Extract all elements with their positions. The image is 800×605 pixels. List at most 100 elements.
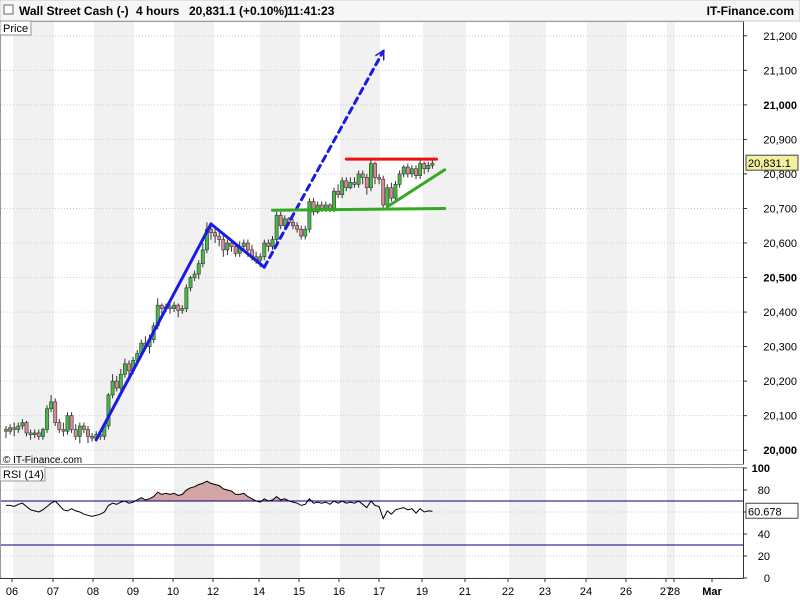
candle-up: [40, 429, 45, 437]
price-tick-label: 20,600: [763, 238, 797, 250]
candle-up: [200, 249, 205, 265]
rsi-panel-label: RSI (14): [3, 469, 44, 481]
price-tick-label: 20,500: [763, 273, 797, 285]
candle-down: [344, 180, 349, 189]
candle-up: [225, 242, 230, 251]
candle-down: [209, 228, 213, 233]
time-tick-label: 12: [207, 586, 219, 598]
candle-down: [82, 425, 86, 430]
candle-down: [53, 401, 58, 423]
blue-trendline: [209, 222, 266, 269]
quote-time: 11:41:23: [287, 4, 335, 18]
price-tick-label: 20,900: [763, 134, 797, 146]
price-panel-label: Price: [3, 23, 28, 35]
candle-down: [114, 380, 119, 389]
candle-up: [184, 287, 189, 309]
price-tick-label: 21,200: [763, 31, 797, 43]
candle-down: [246, 242, 250, 251]
candle-up: [110, 380, 115, 396]
candle-down: [217, 235, 222, 240]
rsi-tick-label: 100: [752, 463, 770, 475]
time-tick-label: 19: [416, 586, 428, 598]
candle-up: [172, 304, 177, 309]
candle-down: [311, 201, 316, 213]
time-tick-label: Mar: [702, 586, 722, 598]
candle-down: [414, 168, 418, 176]
candle-down: [61, 429, 66, 432]
rsi-day-bands: [13, 468, 675, 578]
candle-down: [159, 304, 164, 309]
candle-up: [307, 201, 312, 230]
rsi-last-marker: 60.678: [745, 502, 799, 519]
rsi-day-band: [260, 468, 300, 578]
candle-down: [291, 221, 295, 227]
candle-up: [397, 173, 402, 185]
candle-down: [233, 246, 238, 254]
candle-up: [106, 394, 111, 427]
candle-up: [32, 432, 37, 435]
candle-up: [258, 256, 263, 261]
header-square-icon[interactable]: [3, 4, 14, 15]
candle-up: [393, 183, 398, 199]
time-tick-label: 22: [502, 586, 514, 598]
candle-up: [16, 425, 21, 430]
candle-down: [90, 436, 95, 439]
candle-down: [229, 242, 234, 247]
candle-up: [241, 242, 246, 247]
time-tick-label: 15: [293, 586, 305, 598]
candle-down: [28, 432, 33, 435]
candle-up: [426, 165, 431, 170]
candle-up: [270, 239, 275, 247]
candle-up: [385, 187, 390, 206]
candle-up: [282, 218, 287, 227]
candle-up: [118, 373, 123, 389]
candle-down: [36, 432, 41, 437]
candle-down: [336, 190, 341, 195]
time-tick-label: 23: [539, 586, 551, 598]
candle-down: [278, 215, 283, 227]
rsi-day-band: [667, 468, 675, 578]
price-tick-label: 20,300: [763, 342, 797, 354]
candle-down: [176, 304, 181, 311]
time-tick-label: 07: [47, 586, 59, 598]
candle-down: [299, 228, 304, 237]
rsi-day-band: [94, 468, 134, 578]
price-tick-label: 21,100: [763, 65, 797, 77]
candle-down: [24, 422, 29, 434]
candle-down: [73, 429, 78, 437]
price-tick-label: 20,400: [763, 307, 797, 319]
candle-up: [409, 168, 414, 175]
candle-down: [266, 242, 271, 247]
last-price-box: [745, 154, 799, 171]
price-axis: 20,000 20,100 20,200 20,300 20,400 20,500 20,6…: [743, 22, 797, 464]
rsi-tick-label: 40: [758, 529, 770, 541]
candle-up: [188, 277, 193, 289]
instrument-name: Wall Street Cash (-): [19, 4, 129, 18]
time-tick-label: 08: [87, 586, 99, 598]
candle-up: [418, 163, 423, 176]
price-day-band: [423, 22, 466, 464]
candle-up: [348, 182, 353, 189]
candle-up: [332, 190, 336, 209]
candle-down: [352, 182, 357, 185]
current-quote: 20,831.1 (+0.10%): [189, 4, 288, 18]
rsi-overbought-fill: [6, 481, 433, 501]
candle-down: [422, 163, 427, 170]
candle-down: [377, 177, 382, 180]
candle-down: [12, 427, 17, 430]
candle-down: [319, 204, 324, 209]
candle-up: [192, 273, 197, 278]
brand-logo: IT-Finance.com: [707, 4, 794, 18]
time-tick-label: 28: [668, 586, 680, 598]
time-tick-label: 14: [253, 586, 265, 598]
candle-down: [4, 429, 8, 432]
candle-up: [356, 173, 361, 185]
rsi-last-box: [745, 502, 799, 519]
time-tick-label: 24: [580, 586, 592, 598]
candle-down: [213, 232, 218, 237]
rsi-day-band: [509, 468, 546, 578]
candle-up: [196, 263, 201, 275]
candle-down: [389, 187, 394, 199]
